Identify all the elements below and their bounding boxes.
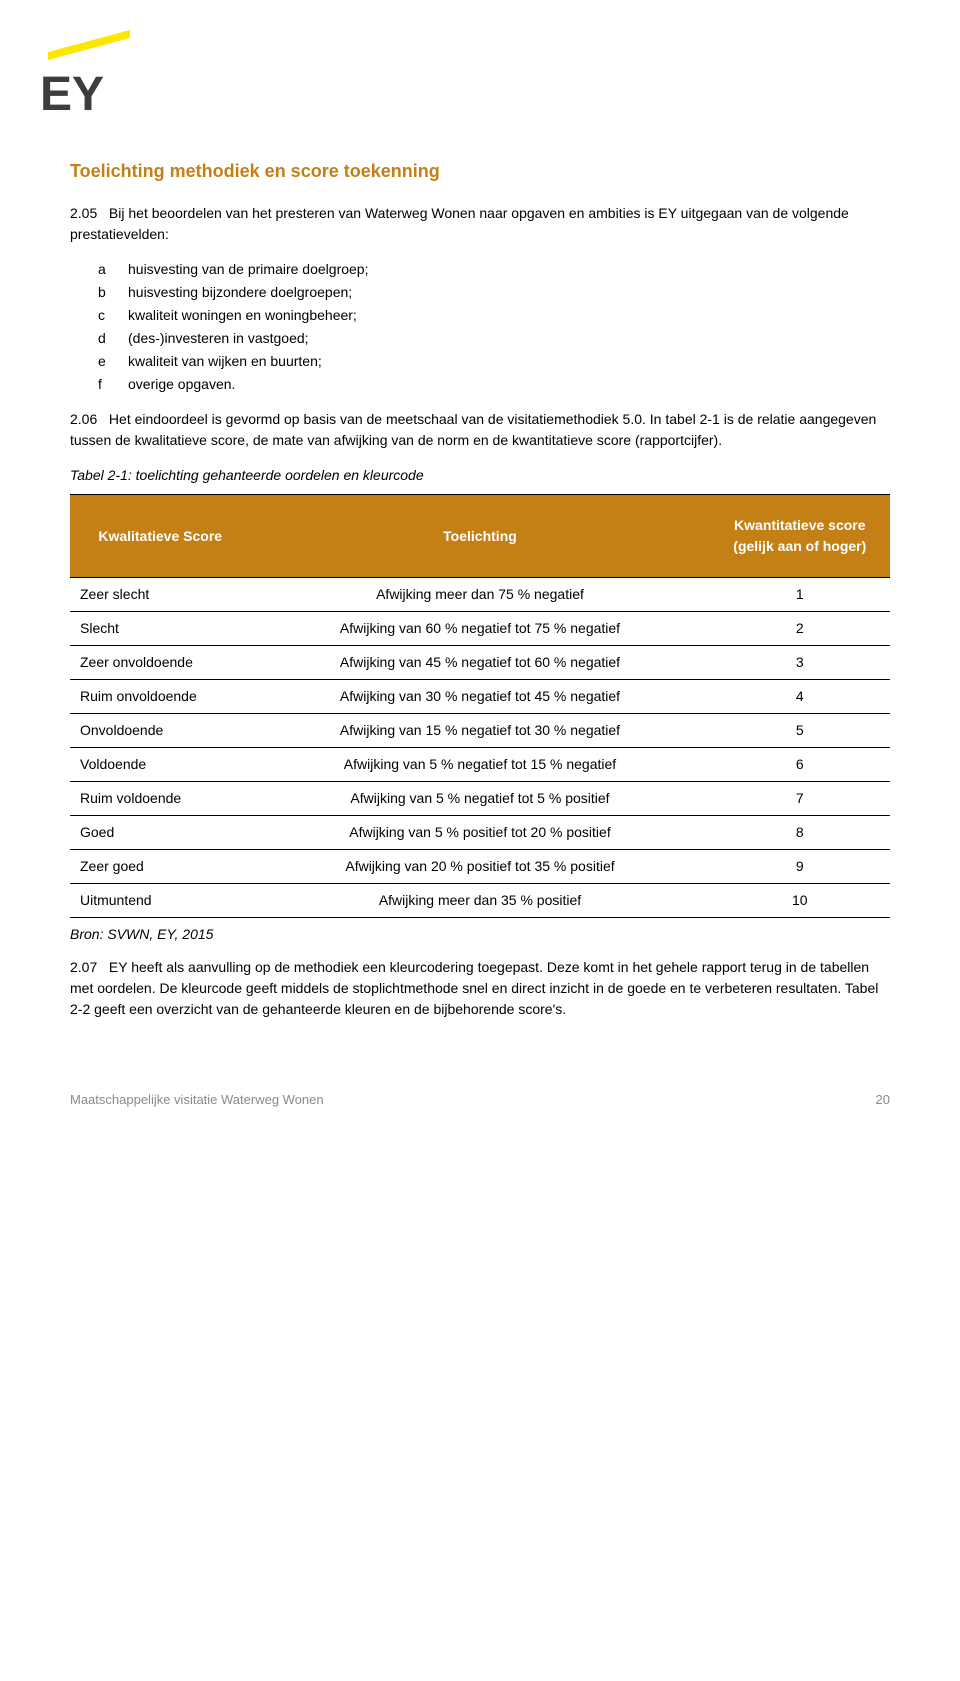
para-text: Het eindoordeel is gevormd op basis van … bbox=[70, 411, 876, 448]
ey-logo: EY bbox=[40, 30, 890, 118]
table-row: Zeer onvoldoendeAfwijking van 45 % negat… bbox=[70, 646, 890, 680]
table-header-cell: Kwalitatieve Score bbox=[70, 495, 250, 578]
table-cell: 6 bbox=[710, 748, 890, 782]
list-item-key: e bbox=[70, 351, 128, 372]
ey-logo-text: EY bbox=[40, 68, 104, 118]
table-cell: Afwijking meer dan 35 % positief bbox=[250, 884, 709, 918]
table-cell: 10 bbox=[710, 884, 890, 918]
section-heading: Toelichting methodiek en score toekennin… bbox=[70, 158, 890, 185]
table-cell: 5 bbox=[710, 714, 890, 748]
table-cell: 3 bbox=[710, 646, 890, 680]
table-cell: 7 bbox=[710, 782, 890, 816]
table-row: OnvoldoendeAfwijking van 15 % negatief t… bbox=[70, 714, 890, 748]
footer-left: Maatschappelijke visitatie Waterweg Wone… bbox=[70, 1090, 324, 1110]
list-item: foverige opgaven. bbox=[70, 374, 890, 395]
para-number: 2.05 bbox=[70, 205, 97, 221]
table-cell: Onvoldoende bbox=[70, 714, 250, 748]
table-cell: Slecht bbox=[70, 612, 250, 646]
table-header-row: Kwalitatieve ScoreToelichtingKwantitatie… bbox=[70, 495, 890, 578]
table-cell: Zeer onvoldoende bbox=[70, 646, 250, 680]
table-cell: Zeer goed bbox=[70, 850, 250, 884]
list-item-value: overige opgaven. bbox=[128, 374, 890, 395]
list-item: bhuisvesting bijzondere doelgroepen; bbox=[70, 282, 890, 303]
table-cell: 8 bbox=[710, 816, 890, 850]
para-2-07: 2.07 EY heeft als aanvulling op de metho… bbox=[70, 957, 890, 1020]
table-cell: Uitmuntend bbox=[70, 884, 250, 918]
table-row: SlechtAfwijking van 60 % negatief tot 75… bbox=[70, 612, 890, 646]
table-cell: 1 bbox=[710, 578, 890, 612]
table-row: GoedAfwijking van 5 % positief tot 20 % … bbox=[70, 816, 890, 850]
table-row: Zeer slechtAfwijking meer dan 75 % negat… bbox=[70, 578, 890, 612]
list-item-key: a bbox=[70, 259, 128, 280]
list-item-key: c bbox=[70, 305, 128, 326]
table-cell: Afwijking van 60 % negatief tot 75 % neg… bbox=[250, 612, 709, 646]
table-row: Ruim voldoendeAfwijking van 5 % negatief… bbox=[70, 782, 890, 816]
table-cell: Voldoende bbox=[70, 748, 250, 782]
para-number: 2.07 bbox=[70, 959, 97, 975]
list-item-value: kwaliteit woningen en woningbeheer; bbox=[128, 305, 890, 326]
list-item-value: huisvesting bijzondere doelgroepen; bbox=[128, 282, 890, 303]
table-cell: Afwijking van 5 % positief tot 20 % posi… bbox=[250, 816, 709, 850]
table-cell: 9 bbox=[710, 850, 890, 884]
table-row: Ruim onvoldoendeAfwijking van 30 % negat… bbox=[70, 680, 890, 714]
list-item-key: d bbox=[70, 328, 128, 349]
table-cell: 2 bbox=[710, 612, 890, 646]
list-item: ckwaliteit woningen en woningbeheer; bbox=[70, 305, 890, 326]
list-item-value: (des-)investeren in vastgoed; bbox=[128, 328, 890, 349]
list-item: ekwaliteit van wijken en buurten; bbox=[70, 351, 890, 372]
list-item: d(des-)investeren in vastgoed; bbox=[70, 328, 890, 349]
table-cell: Zeer slecht bbox=[70, 578, 250, 612]
table-cell: Afwijking meer dan 75 % negatief bbox=[250, 578, 709, 612]
table-cell: Ruim onvoldoende bbox=[70, 680, 250, 714]
list-item-key: b bbox=[70, 282, 128, 303]
page-footer: Maatschappelijke visitatie Waterweg Wone… bbox=[70, 1090, 890, 1110]
table-row: VoldoendeAfwijking van 5 % negatief tot … bbox=[70, 748, 890, 782]
table-cell: Afwijking van 5 % negatief tot 15 % nega… bbox=[250, 748, 709, 782]
table-cell: Ruim voldoende bbox=[70, 782, 250, 816]
table-body: Zeer slechtAfwijking meer dan 75 % negat… bbox=[70, 578, 890, 918]
table-cell: Afwijking van 5 % negatief tot 5 % posit… bbox=[250, 782, 709, 816]
table-cell: Afwijking van 30 % negatief tot 45 % neg… bbox=[250, 680, 709, 714]
table-row: Zeer goedAfwijking van 20 % positief tot… bbox=[70, 850, 890, 884]
para-text: EY heeft als aanvulling op de methodiek … bbox=[70, 959, 878, 1017]
table-cell: Goed bbox=[70, 816, 250, 850]
list-item-value: huisvesting van de primaire doelgroep; bbox=[128, 259, 890, 280]
list-item: ahuisvesting van de primaire doelgroep; bbox=[70, 259, 890, 280]
table-header-cell: Kwantitatieve score (gelijk aan of hoger… bbox=[710, 495, 890, 578]
table-cell: Afwijking van 20 % positief tot 35 % pos… bbox=[250, 850, 709, 884]
table-header-cell: Toelichting bbox=[250, 495, 709, 578]
score-table: Kwalitatieve ScoreToelichtingKwantitatie… bbox=[70, 494, 890, 918]
table-row: UitmuntendAfwijking meer dan 35 % positi… bbox=[70, 884, 890, 918]
para-number: 2.06 bbox=[70, 411, 97, 427]
list-item-key: f bbox=[70, 374, 128, 395]
table-cell: Afwijking van 15 % negatief tot 30 % neg… bbox=[250, 714, 709, 748]
para-2-05: 2.05 Bij het beoordelen van het prestere… bbox=[70, 203, 890, 245]
para-text: Bij het beoordelen van het presteren van… bbox=[70, 205, 849, 242]
list-item-value: kwaliteit van wijken en buurten; bbox=[128, 351, 890, 372]
para-2-06: 2.06 Het eindoordeel is gevormd op basis… bbox=[70, 409, 890, 451]
prestatievelden-list: ahuisvesting van de primaire doelgroep;b… bbox=[70, 259, 890, 395]
ey-logo-svg: EY bbox=[40, 30, 132, 118]
table-cell: 4 bbox=[710, 680, 890, 714]
table-source: Bron: SVWN, EY, 2015 bbox=[70, 924, 890, 945]
footer-page-number: 20 bbox=[876, 1090, 890, 1110]
table-cell: Afwijking van 45 % negatief tot 60 % neg… bbox=[250, 646, 709, 680]
table-caption: Tabel 2-1: toelichting gehanteerde oorde… bbox=[70, 465, 890, 486]
